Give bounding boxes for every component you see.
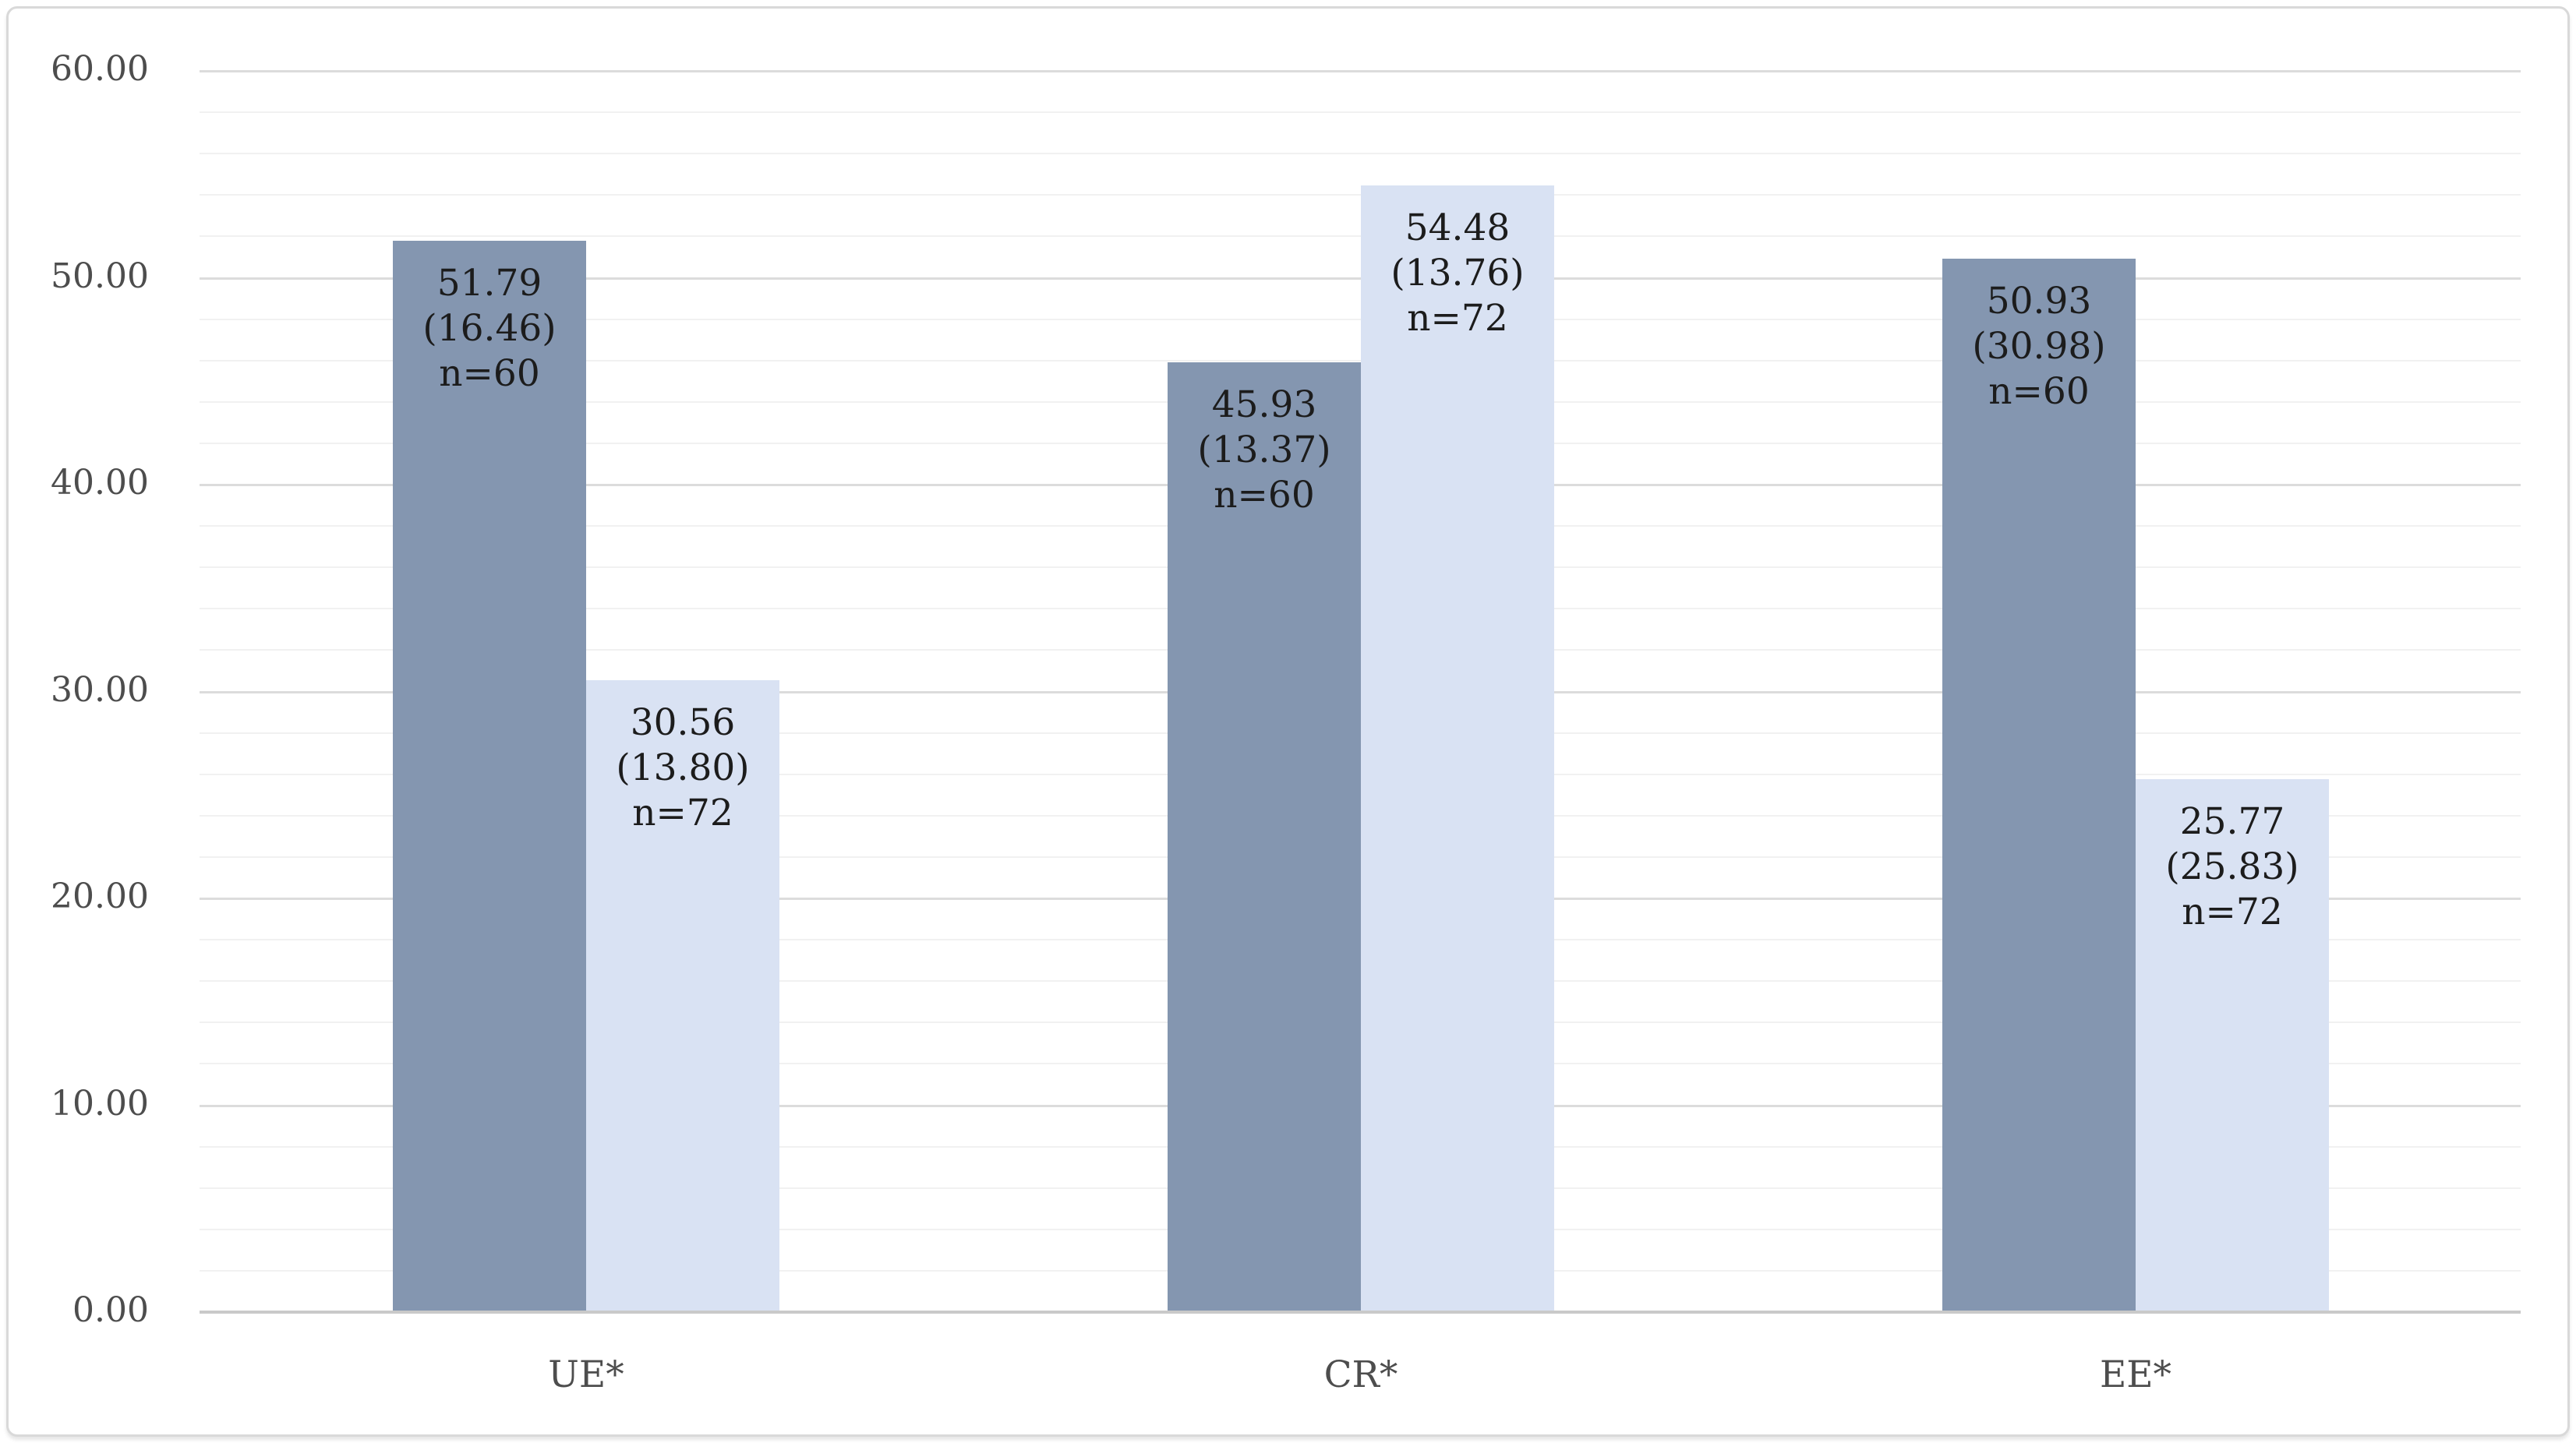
bar-data-label: 50.93 (30.98) n=60 [1942, 279, 2136, 415]
minor-gridline [200, 235, 2521, 238]
bar-data-label: 25.77 (25.83) n=72 [2136, 799, 2329, 935]
bar-data-label-line: (25.83) [2165, 845, 2299, 888]
bar-data-label-line: (13.37) [1197, 428, 1331, 471]
bar-data-label-line: 25.77 [2179, 799, 2285, 843]
bar-data-label-line: n=72 [1407, 296, 1508, 340]
minor-gridline [200, 153, 2521, 155]
bar-data-label: 45.93 (13.37) n=60 [1168, 383, 1361, 518]
bar-data-label-line: (30.98) [1972, 324, 2106, 368]
bar-UE-series-n=60: 51.79 (16.46) n=60 [393, 240, 586, 1312]
bar-EE-series-n=72: 25.77 (25.83) n=72 [2136, 778, 2329, 1312]
bar-CR-series-n=60: 45.93 (13.37) n=60 [1168, 362, 1361, 1312]
bar-CR-series-n=72: 54.48 (13.76) n=72 [1361, 185, 1554, 1312]
y-tick-label: 20.00 [51, 877, 149, 916]
bar-UE-series-n=72: 30.56 (13.80) n=72 [586, 679, 779, 1312]
y-tick-label: 50.00 [51, 256, 149, 296]
plot-area: 51.79 (16.46) n=60 45.93 (13.37) n=60 50.93 (30… [200, 70, 2521, 1314]
bar-data-label-line: (16.46) [422, 306, 557, 350]
y-tick-label: 40.00 [51, 463, 149, 503]
bar-data-label-line: 50.93 [1986, 279, 2092, 323]
bar-data-label-line: 30.56 [630, 700, 736, 744]
bar-data-label-line: n=60 [1988, 369, 2090, 413]
chart-frame: 51.79 (16.46) n=60 45.93 (13.37) n=60 50.93 (30… [6, 6, 2570, 1437]
bar-data-label: 54.48 (13.76) n=72 [1361, 206, 1554, 341]
bar-data-label: 51.79 (16.46) n=60 [393, 261, 586, 397]
minor-gridline [200, 194, 2521, 196]
bar-data-label-line: n=72 [2182, 890, 2283, 933]
x-category-label: CR* [1323, 1353, 1398, 1396]
bar-data-label-line: 54.48 [1405, 206, 1511, 249]
bar-data-label-line: 45.93 [1211, 383, 1317, 426]
y-tick-label: 10.00 [51, 1083, 149, 1124]
bar-data-label-line: 51.79 [436, 261, 542, 305]
bar-data-label-line: n=60 [1214, 473, 1315, 517]
y-tick-label: 0.00 [72, 1290, 149, 1330]
bar-data-label-line: n=72 [632, 791, 733, 834]
bar-data-label: 30.56 (13.80) n=72 [586, 700, 779, 836]
major-gridline [200, 70, 2521, 72]
bar-EE-series-n=60: 50.93 (30.98) n=60 [1942, 258, 2136, 1312]
bar-data-label-line: (13.76) [1390, 251, 1525, 295]
x-category-label: UE* [548, 1353, 624, 1396]
y-tick-label: 60.00 [51, 49, 149, 89]
bar-data-label-line: (13.80) [616, 746, 750, 789]
x-category-label: EE* [2099, 1353, 2172, 1396]
y-tick-label: 30.00 [51, 669, 149, 710]
bar-data-label-line: n=60 [439, 351, 540, 395]
minor-gridline [200, 111, 2521, 114]
